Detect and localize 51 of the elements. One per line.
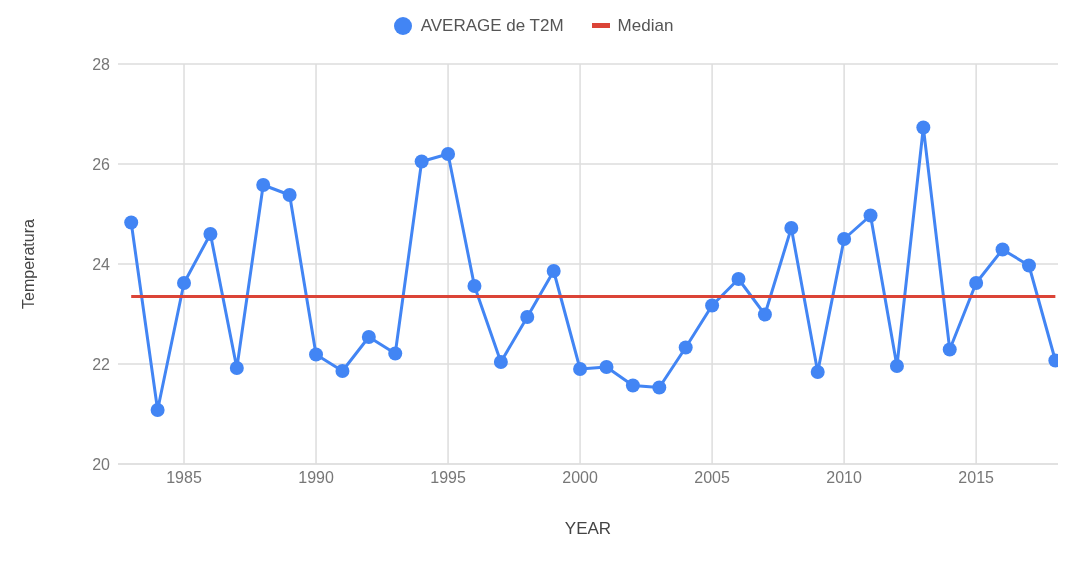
point — [309, 347, 324, 362]
point — [414, 154, 429, 169]
point — [361, 330, 376, 344]
point — [441, 147, 456, 161]
point — [256, 178, 271, 192]
point — [493, 355, 508, 369]
x-tick-label: 2005 — [694, 469, 730, 487]
point — [599, 360, 614, 374]
point — [335, 364, 350, 378]
y-tick-label: 28 — [92, 55, 111, 73]
x-tick-label: 1990 — [298, 469, 334, 487]
point — [229, 361, 244, 375]
point — [625, 378, 640, 393]
point — [942, 342, 957, 357]
point — [282, 188, 297, 202]
x-tick-label: 1995 — [430, 469, 466, 487]
y-tick-label: 24 — [92, 255, 111, 273]
point — [520, 310, 535, 324]
x-tick-label: 2010 — [826, 469, 863, 487]
y-tick-label: 22 — [92, 355, 111, 373]
point — [150, 403, 165, 417]
point — [810, 365, 825, 379]
point — [837, 232, 852, 246]
point — [731, 272, 746, 286]
point — [388, 346, 403, 361]
point — [889, 359, 904, 373]
legend-label: AVERAGE de T2M — [420, 16, 564, 36]
x-axis-title: YEAR — [564, 519, 612, 538]
point — [784, 221, 799, 235]
legend-label: Median — [617, 16, 674, 36]
point — [916, 120, 931, 135]
point — [863, 208, 878, 223]
point — [652, 380, 667, 395]
point — [969, 276, 984, 290]
x-tick-label: 2000 — [562, 469, 598, 487]
x-tick-label: 1985 — [166, 469, 202, 487]
y-axis-title: Temperatura — [19, 218, 37, 309]
point — [995, 242, 1010, 257]
point — [546, 264, 561, 278]
point — [757, 307, 772, 322]
point — [124, 215, 139, 230]
point — [203, 227, 218, 241]
x-tick-label: 2015 — [958, 469, 995, 487]
point — [678, 340, 693, 355]
point — [177, 276, 192, 290]
point — [1021, 258, 1036, 273]
point — [705, 298, 720, 313]
y-tick-label: 20 — [92, 455, 111, 473]
y-tick-label: 26 — [92, 155, 111, 173]
point — [573, 362, 588, 376]
point — [467, 279, 482, 293]
